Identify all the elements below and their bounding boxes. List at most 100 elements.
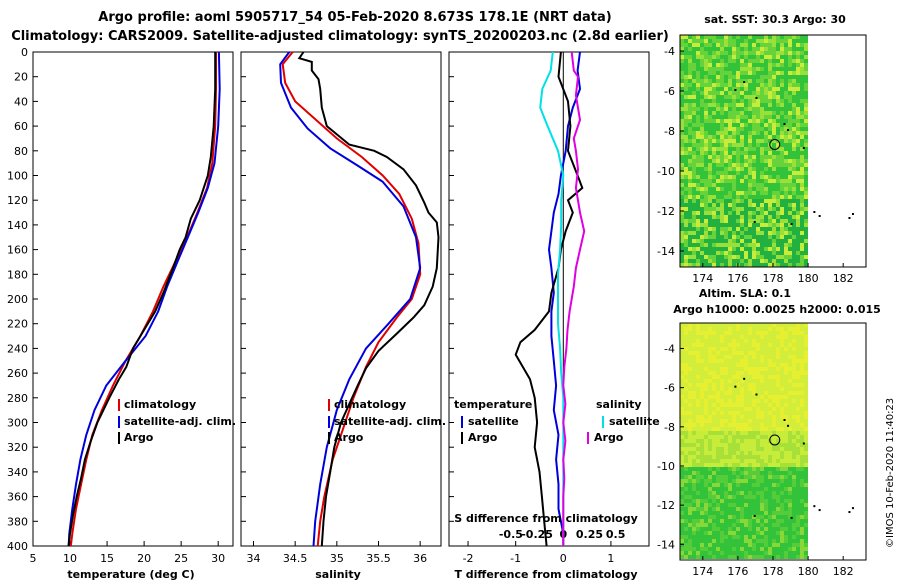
map-cell bbox=[716, 83, 720, 87]
map-cell bbox=[740, 359, 744, 363]
map-cell bbox=[720, 335, 724, 339]
map-cell bbox=[752, 347, 756, 351]
map-cell bbox=[776, 131, 780, 135]
map-cell bbox=[752, 159, 756, 163]
map-cell bbox=[756, 263, 760, 267]
map-cell bbox=[756, 331, 760, 335]
map-cell bbox=[768, 83, 772, 87]
map-cell bbox=[804, 479, 808, 483]
map-cell bbox=[744, 47, 748, 51]
map-cell bbox=[796, 531, 800, 535]
map-cell bbox=[744, 135, 748, 139]
map-cell bbox=[768, 407, 772, 411]
map-cell bbox=[760, 123, 764, 127]
map-cell bbox=[696, 215, 700, 219]
map-cell bbox=[800, 439, 804, 443]
map-cell bbox=[772, 523, 776, 527]
map-cell bbox=[748, 247, 752, 251]
map-cell bbox=[736, 499, 740, 503]
map-cell bbox=[784, 323, 788, 327]
map-cell bbox=[700, 211, 704, 215]
map-cell bbox=[744, 443, 748, 447]
map-cell bbox=[780, 47, 784, 51]
map-cell bbox=[772, 59, 776, 63]
map-cell bbox=[732, 183, 736, 187]
map-cell bbox=[688, 35, 692, 39]
map-cell bbox=[748, 75, 752, 79]
map-cell bbox=[800, 415, 804, 419]
map-cell bbox=[760, 91, 764, 95]
map-cell bbox=[768, 91, 772, 95]
map-cell bbox=[700, 555, 704, 559]
map-cell bbox=[768, 199, 772, 203]
map-cell bbox=[688, 471, 692, 475]
map-cell bbox=[728, 335, 732, 339]
map-cell bbox=[752, 151, 756, 155]
map-cell bbox=[704, 39, 708, 43]
map-cell bbox=[760, 83, 764, 87]
map-cell bbox=[728, 347, 732, 351]
map-cell bbox=[720, 199, 724, 203]
map-cell bbox=[704, 551, 708, 555]
map-cell bbox=[776, 451, 780, 455]
map-cell bbox=[764, 339, 768, 343]
map-cell bbox=[744, 87, 748, 91]
map-cell bbox=[696, 235, 700, 239]
map-cell bbox=[720, 539, 724, 543]
x-tick-label: 35 bbox=[330, 552, 344, 565]
map-cell bbox=[688, 547, 692, 551]
map-cell bbox=[696, 367, 700, 371]
map-cell bbox=[800, 111, 804, 115]
map-cell bbox=[760, 143, 764, 147]
map-cell bbox=[680, 475, 684, 479]
map-cell bbox=[768, 555, 772, 559]
map-cell bbox=[688, 167, 692, 171]
map-cell bbox=[748, 499, 752, 503]
map-cell bbox=[800, 79, 804, 83]
map-cell bbox=[772, 391, 776, 395]
map-cell bbox=[692, 355, 696, 359]
map-cell bbox=[760, 103, 764, 107]
map-cell bbox=[784, 375, 788, 379]
map-cell bbox=[692, 555, 696, 559]
map-cell bbox=[744, 551, 748, 555]
map-cell bbox=[708, 439, 712, 443]
map-cell bbox=[708, 487, 712, 491]
map-cell bbox=[804, 159, 808, 163]
map-cell bbox=[736, 327, 740, 331]
map-cell bbox=[788, 223, 792, 227]
map-cell bbox=[700, 103, 704, 107]
map-cell bbox=[720, 519, 724, 523]
map-cell bbox=[696, 555, 700, 559]
map-cell bbox=[800, 47, 804, 51]
map-cell bbox=[716, 419, 720, 423]
map-cell bbox=[776, 251, 780, 255]
map-cell bbox=[760, 111, 764, 115]
map-cell bbox=[688, 555, 692, 559]
map-cell bbox=[692, 455, 696, 459]
map-cell bbox=[764, 123, 768, 127]
map-cell bbox=[744, 451, 748, 455]
map-cell bbox=[736, 203, 740, 207]
map-cell bbox=[784, 263, 788, 267]
map-cell bbox=[712, 515, 716, 519]
map-cell bbox=[684, 63, 688, 67]
map-cell bbox=[740, 431, 744, 435]
map-cell bbox=[800, 39, 804, 43]
map-cell bbox=[760, 167, 764, 171]
map-cell bbox=[680, 191, 684, 195]
depth-tick-label: 220 bbox=[7, 318, 28, 331]
map-cell bbox=[752, 139, 756, 143]
map-cell bbox=[792, 347, 796, 351]
map-cell bbox=[752, 107, 756, 111]
map-cell bbox=[780, 455, 784, 459]
map-cell bbox=[680, 255, 684, 259]
map-cell bbox=[700, 511, 704, 515]
map-cell bbox=[804, 119, 808, 123]
map-cell bbox=[732, 511, 736, 515]
map-cell bbox=[800, 151, 804, 155]
map-cell bbox=[764, 43, 768, 47]
map-cell bbox=[716, 243, 720, 247]
map-cell bbox=[724, 131, 728, 135]
map-cell bbox=[804, 431, 808, 435]
